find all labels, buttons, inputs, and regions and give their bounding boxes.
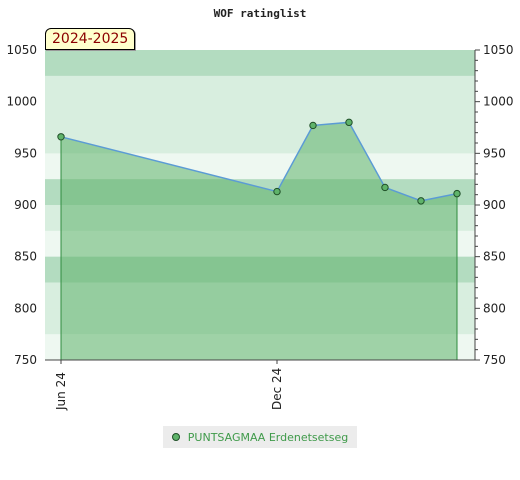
- data-point: [273, 187, 281, 196]
- band: [45, 127, 475, 154]
- data-point: [345, 118, 353, 127]
- y-tick-label-right: 750: [483, 353, 506, 367]
- y-tick-label-left: 800: [14, 301, 37, 315]
- band: [45, 101, 475, 128]
- y-tick-label-left: 750: [14, 353, 37, 367]
- data-point: [453, 189, 461, 198]
- legend[interactable]: PUNTSAGMAA Erdenetsetseg: [163, 426, 357, 448]
- band: [45, 75, 475, 103]
- y-tick-label-left: 1000: [6, 95, 37, 109]
- y-tick-label-right: 800: [483, 301, 506, 315]
- data-point: [417, 197, 425, 205]
- y-tick-label-left: 850: [14, 250, 37, 264]
- series-area: [61, 122, 457, 360]
- y-tick-label-right: 900: [483, 198, 506, 212]
- y-tick-label-right: 850: [483, 250, 506, 264]
- legend-marker-icon: [171, 433, 180, 441]
- data-points: [57, 118, 461, 205]
- legend-label: PUNTSAGMAA Erdenetsetseg: [187, 430, 349, 444]
- y-tick-label-right: 1000: [483, 95, 514, 109]
- y-tick-label-right: 1050: [483, 43, 514, 57]
- data-point: [381, 183, 389, 192]
- y-tick-label-left: 1050: [6, 43, 37, 57]
- band: [45, 50, 475, 77]
- y-tick-label-right: 950: [483, 146, 506, 160]
- x-tick-label: Jun 24: [54, 372, 68, 411]
- y-axis-right: 750 800 850 900 950 1000 1050: [475, 43, 514, 367]
- x-axis: Jun 24 Dec 24: [54, 360, 284, 411]
- y-tick-label-left: 950: [14, 146, 37, 160]
- y-tick-label-left: 900: [14, 198, 37, 212]
- season-label: 2024-2025: [45, 28, 136, 50]
- y-axis-left: 750 800 850 900 950 1000 1050: [6, 43, 37, 367]
- data-point: [57, 133, 65, 141]
- x-tick-label: Dec 24: [270, 368, 284, 410]
- data-point: [309, 121, 317, 130]
- chart-title: WOF ratinglist: [214, 7, 307, 20]
